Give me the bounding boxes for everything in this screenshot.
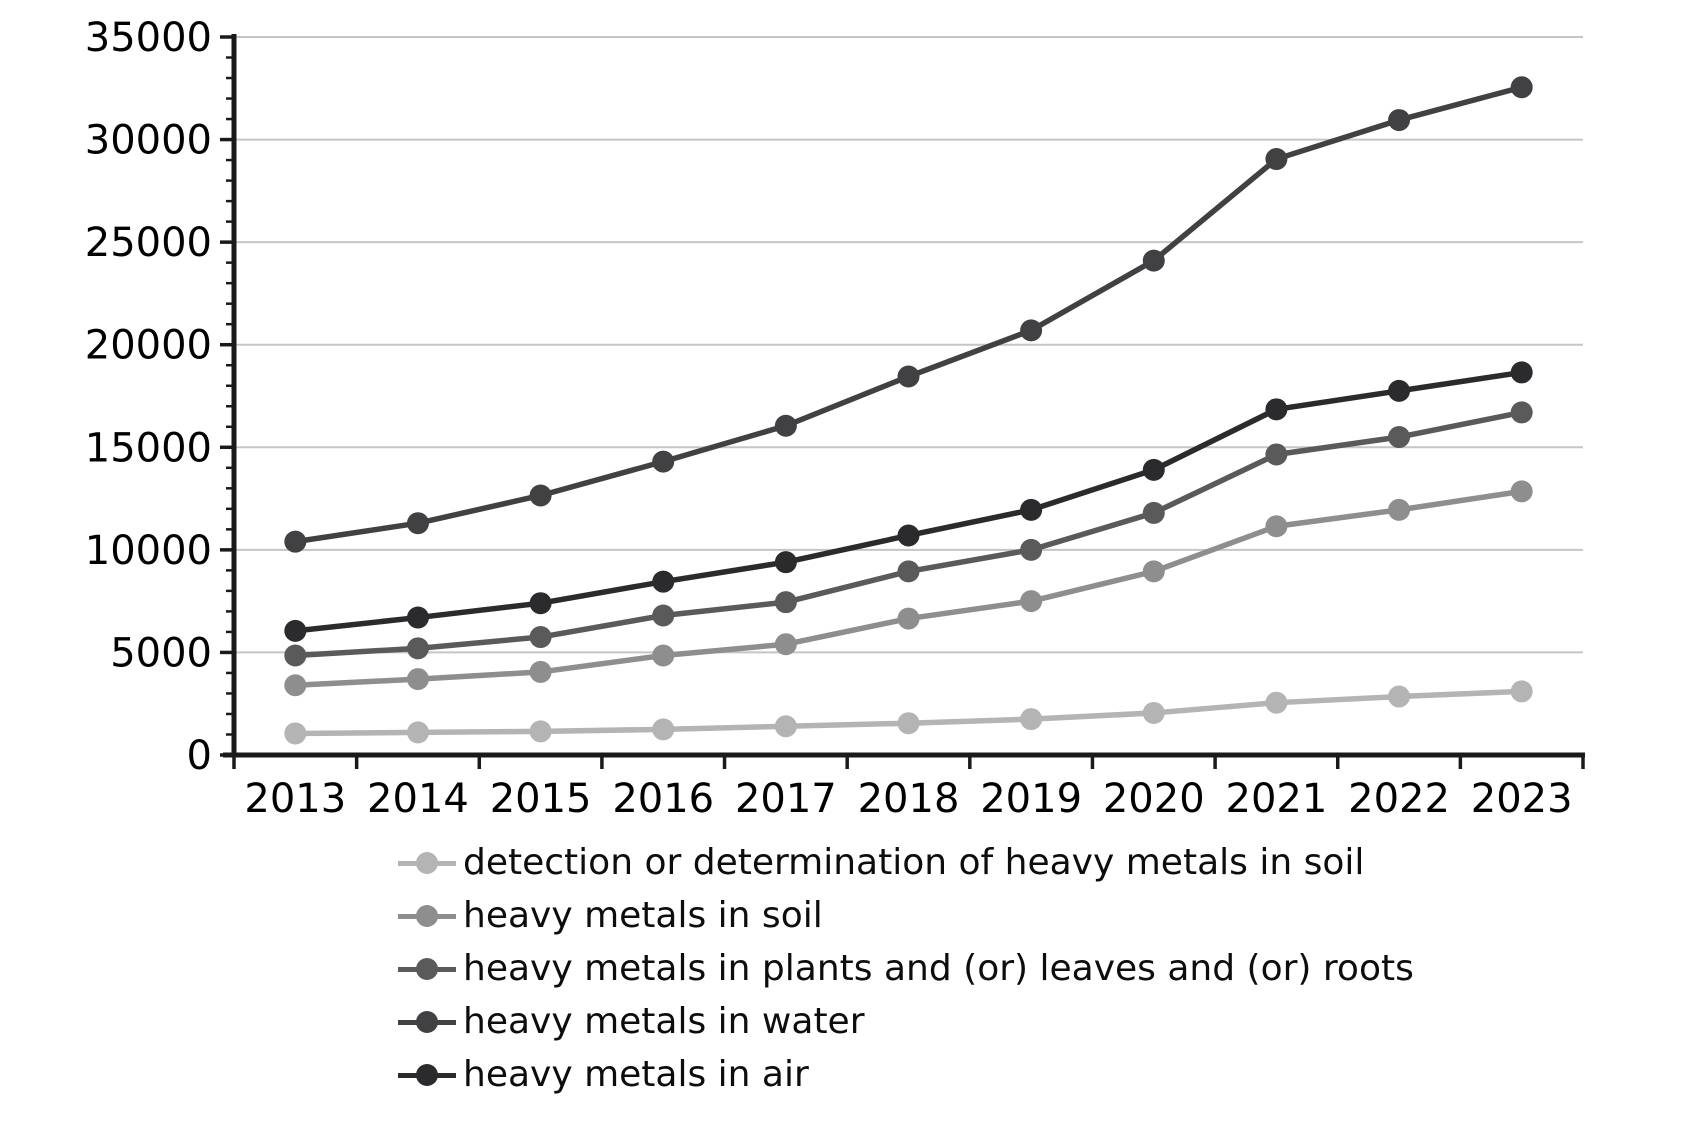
x-tick-label: 2018 — [858, 776, 960, 822]
data-point — [406, 668, 429, 691]
x-tick-label: 2020 — [1103, 776, 1205, 822]
data-point — [652, 450, 675, 473]
y-tick-label: 15000 — [85, 425, 212, 471]
data-point — [406, 721, 429, 744]
legend-label: detection or determination of heavy meta… — [463, 841, 1365, 883]
data-point — [897, 365, 920, 388]
data-point — [284, 619, 307, 642]
data-point — [1388, 498, 1411, 521]
data-point — [284, 722, 307, 745]
data-point — [1510, 361, 1533, 384]
data-point — [1142, 458, 1165, 481]
data-point — [652, 604, 675, 627]
data-point — [1020, 538, 1043, 561]
legend-marker-water — [398, 1010, 456, 1034]
data-point — [1265, 515, 1288, 538]
legend-label: heavy metals in soil — [463, 894, 823, 936]
x-tick-label: 2019 — [980, 776, 1082, 822]
y-tick-label: 5000 — [110, 630, 212, 676]
data-point — [1265, 443, 1288, 466]
x-tick-label: 2021 — [1226, 776, 1328, 822]
data-point — [1142, 249, 1165, 272]
x-tick-label: 2013 — [244, 776, 346, 822]
data-point — [529, 720, 552, 743]
series-line — [292, 488, 1525, 689]
legend-marker-soil — [398, 904, 456, 928]
data-point — [529, 592, 552, 615]
x-tick-label: 2014 — [367, 776, 469, 822]
legend-item-detection-soil: detection or determination of heavy meta… — [398, 836, 1414, 889]
series-line — [292, 84, 1525, 545]
data-point — [1510, 76, 1533, 99]
x-tick-label: 2015 — [490, 776, 592, 822]
data-point — [1510, 480, 1533, 503]
y-tick-label: 25000 — [85, 220, 212, 266]
data-point — [406, 606, 429, 629]
data-point — [897, 524, 920, 547]
data-point — [529, 660, 552, 683]
y-tick-label: 10000 — [85, 528, 212, 574]
data-point — [1510, 401, 1533, 424]
legend-marker-detection-soil — [398, 851, 456, 875]
data-point — [774, 551, 797, 574]
legend-marker-air — [398, 1063, 456, 1087]
y-tick-label: 20000 — [85, 323, 212, 369]
data-point — [1142, 501, 1165, 524]
legend-item-water: heavy metals in water — [398, 995, 1414, 1048]
data-point — [1020, 590, 1043, 613]
data-point — [406, 512, 429, 535]
y-tick-label: 35000 — [85, 15, 212, 61]
x-tick-label: 2022 — [1348, 776, 1450, 822]
legend-item-air: heavy metals in air — [398, 1048, 1414, 1101]
data-point — [406, 637, 429, 660]
data-point — [897, 712, 920, 735]
data-point — [1265, 398, 1288, 421]
data-point — [774, 414, 797, 437]
y-tick-label: 0 — [187, 733, 212, 779]
x-tick-label: 2017 — [735, 776, 837, 822]
legend-label: heavy metals in water — [463, 1000, 865, 1042]
data-point — [1265, 691, 1288, 714]
data-point — [1020, 498, 1043, 521]
data-point — [1020, 708, 1043, 731]
data-point — [284, 674, 307, 697]
data-point — [897, 560, 920, 583]
legend-marker-plants — [398, 957, 456, 981]
data-point — [897, 607, 920, 630]
y-tick-label: 30000 — [85, 118, 212, 164]
legend-label: heavy metals in air — [463, 1053, 809, 1095]
data-point — [1142, 560, 1165, 583]
data-point — [529, 626, 552, 649]
data-point — [1265, 148, 1288, 171]
data-point — [1388, 426, 1411, 449]
data-point — [284, 530, 307, 553]
data-point — [1510, 680, 1533, 703]
series-line — [292, 369, 1525, 634]
legend: detection or determination of heavy meta… — [398, 836, 1414, 1101]
data-point — [774, 591, 797, 614]
data-point — [652, 718, 675, 741]
data-point — [774, 715, 797, 738]
data-point — [1142, 701, 1165, 724]
data-point — [1388, 379, 1411, 402]
data-point — [284, 644, 307, 667]
legend-item-plants: heavy metals in plants and (or) leaves a… — [398, 942, 1414, 995]
data-point — [774, 633, 797, 656]
data-point — [1020, 319, 1043, 342]
data-point — [1388, 109, 1411, 132]
x-tick-label: 2023 — [1471, 776, 1573, 822]
data-point — [652, 570, 675, 593]
legend-item-soil: heavy metals in soil — [398, 889, 1414, 942]
data-point — [652, 644, 675, 667]
x-tick-label: 2016 — [612, 776, 714, 822]
legend-label: heavy metals in plants and (or) leaves a… — [463, 947, 1414, 989]
data-point — [1388, 685, 1411, 708]
data-point — [529, 484, 552, 507]
